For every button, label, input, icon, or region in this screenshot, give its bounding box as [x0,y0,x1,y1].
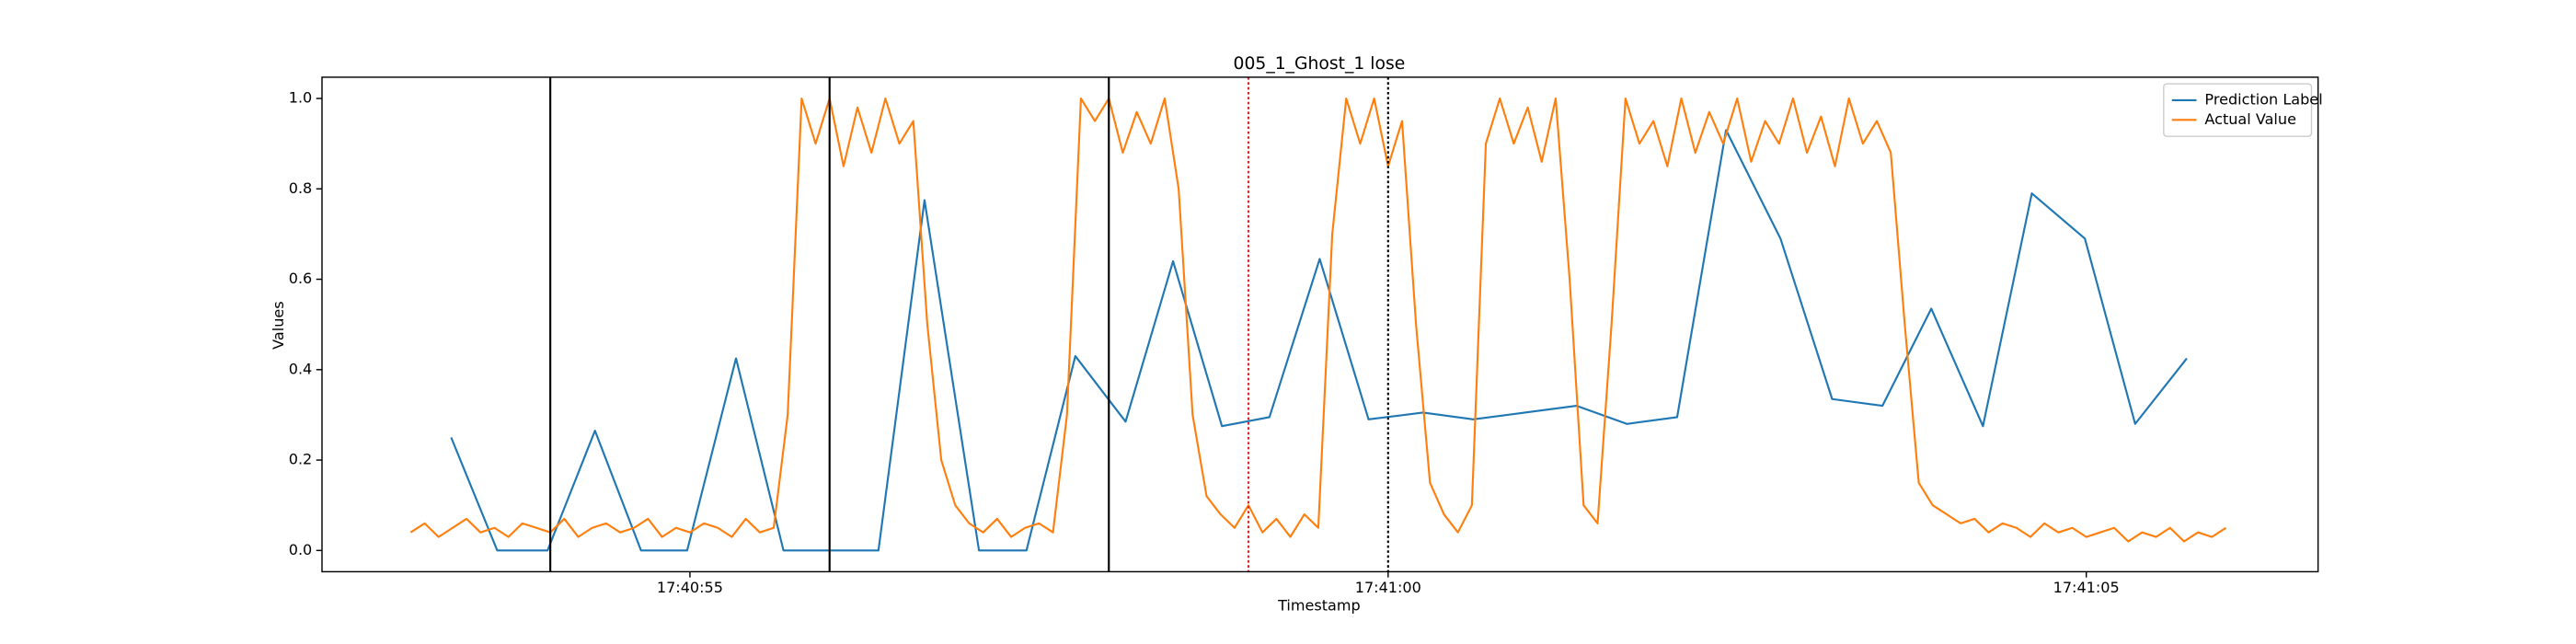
y-tick-label: 0.8 [289,179,313,197]
x-tick-label: 17:41:00 [1355,579,1421,596]
legend-label: Prediction Label [2204,90,2322,108]
y-tick-label: 0.0 [289,541,313,558]
y-tick-label: 0.6 [289,270,313,287]
legend-box [2163,83,2313,137]
x-tick-label: 17:40:55 [657,579,723,596]
x-axis-label: Timestamp [1277,596,1361,614]
data-line [409,97,2227,543]
y-tick-label: 1.0 [289,89,313,107]
x-tick-label: 17:41:05 [2053,579,2120,596]
data-line [450,129,2188,552]
y-axis-label: Values [270,301,287,349]
y-tick-label: 0.2 [289,451,313,468]
plot-frame [321,76,2319,573]
y-tick-label: 0.4 [289,360,313,377]
chart-title: 005_1_Ghost_1 lose [1234,54,1406,74]
legend-label: Actual Value [2204,110,2296,128]
